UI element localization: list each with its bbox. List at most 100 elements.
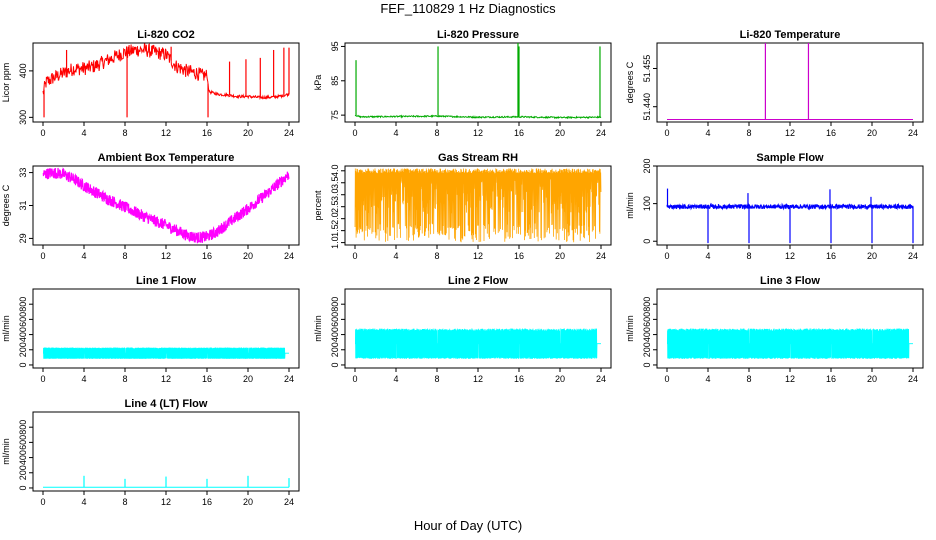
x-tick-label: 0: [40, 497, 45, 507]
x-tick-label: 0: [352, 251, 357, 261]
y-tick-label: 600: [18, 312, 28, 327]
y-tick-label: 300: [18, 110, 28, 125]
y-tick-label: 3.5: [330, 176, 340, 189]
x-tick-label: 16: [826, 128, 836, 138]
y-axis-label: ml/min: [1, 315, 11, 342]
x-tick-label: 12: [785, 374, 795, 384]
x-axis-title: Hour of Day (UTC): [413, 518, 523, 533]
x-tick-label: 8: [122, 251, 127, 261]
y-tick-label: 1.5: [330, 224, 340, 237]
y-tick-label: 0: [642, 362, 652, 367]
x-tick-label: 24: [596, 374, 606, 384]
y-tick-label: 0: [18, 362, 28, 367]
y-tick-label: 29: [18, 233, 28, 243]
panel-3: Li-820 Temperature degrees C 0 4 8 12 16 20 24 51…: [625, 29, 924, 138]
x-tick-label: 8: [122, 374, 127, 384]
data-series: [667, 43, 913, 120]
x-tick-label: 16: [202, 251, 212, 261]
x-tick-label: 16: [202, 128, 212, 138]
y-axis-label: ml/min: [625, 315, 635, 342]
y-tick-label: 100: [642, 196, 652, 211]
y-axis-label: ml/min: [625, 192, 635, 219]
x-tick-label: 20: [243, 497, 253, 507]
x-tick-label: 24: [908, 128, 918, 138]
x-tick-label: 4: [81, 497, 86, 507]
series-line: [43, 347, 289, 359]
x-tick-label: 24: [596, 251, 606, 261]
x-tick-label: 24: [596, 128, 606, 138]
y-tick-label: 200: [18, 342, 28, 357]
x-tick-label: 16: [202, 374, 212, 384]
y-tick-label: 75: [330, 110, 340, 120]
y-tick-label: 31: [18, 200, 28, 210]
panel-title: Li-820 Temperature: [740, 29, 841, 41]
y-tick-label: 0: [330, 362, 340, 367]
x-tick-label: 24: [284, 251, 294, 261]
data-series: [667, 328, 913, 359]
x-tick-label: 16: [826, 374, 836, 384]
data-series: [354, 168, 602, 243]
y-axis-label: kPa: [313, 75, 323, 91]
data-series: [354, 43, 602, 120]
y-tick-label: 3.0: [330, 188, 340, 201]
data-series: [42, 43, 290, 118]
x-tick-label: 4: [705, 128, 710, 138]
y-tick-label: 2.0: [330, 212, 340, 225]
x-tick-label: 12: [473, 374, 483, 384]
x-tick-label: 0: [352, 128, 357, 138]
x-tick-label: 12: [161, 128, 171, 138]
x-tick-label: 0: [40, 128, 45, 138]
data-series: [355, 328, 601, 359]
x-tick-label: 8: [434, 251, 439, 261]
x-tick-label: 20: [243, 374, 253, 384]
series-line: [354, 114, 602, 120]
y-tick-label: 200: [18, 465, 28, 480]
panel-title: Line 3 Flow: [760, 275, 820, 287]
panel-2: Li-820 Pressure kPa 0 4 8 12 16 20 24 75 85 95: [313, 29, 612, 138]
x-tick-label: 12: [473, 128, 483, 138]
x-tick-label: 20: [867, 374, 877, 384]
series-line: [354, 168, 602, 243]
y-tick-label: 800: [18, 420, 28, 435]
x-tick-label: 0: [40, 374, 45, 384]
x-tick-label: 24: [908, 251, 918, 261]
y-tick-label: 51.455: [642, 55, 652, 83]
y-tick-label: 800: [642, 297, 652, 312]
series-line: [355, 328, 601, 359]
y-axis-label: degrees C: [1, 184, 11, 226]
x-tick-label: 4: [81, 251, 86, 261]
panel-5: Gas Stream RH percent 0 4 8 12 16 20 24 1.01.52.0…: [313, 152, 612, 261]
panel-title: Ambient Box Temperature: [98, 152, 235, 164]
y-axis-label: Licor ppm: [1, 63, 11, 103]
figure-title: FEF_110829 1 Hz Diagnostics: [380, 1, 556, 16]
y-tick-label: 400: [642, 327, 652, 342]
x-tick-label: 8: [122, 128, 127, 138]
y-axis-label: ml/min: [1, 438, 11, 465]
panel-10: Line 4 (LT) Flow ml/min 0 4 8 12 16 20 24 0 200400…: [1, 398, 300, 507]
x-tick-label: 12: [161, 251, 171, 261]
y-tick-label: 600: [642, 312, 652, 327]
series-line: [42, 167, 290, 244]
x-tick-label: 16: [514, 374, 524, 384]
panel-title: Gas Stream RH: [438, 152, 518, 164]
x-tick-label: 8: [434, 374, 439, 384]
x-tick-label: 4: [705, 251, 710, 261]
y-axis-label: percent: [313, 190, 323, 221]
panel-title: Line 2 Flow: [448, 275, 508, 287]
x-tick-label: 4: [393, 128, 398, 138]
x-tick-label: 16: [826, 251, 836, 261]
y-tick-label: 33: [18, 168, 28, 178]
x-tick-label: 24: [284, 497, 294, 507]
panel-1: Li-820 CO2 Licor ppm 0 4 8 12 16 20 24 300 400: [1, 29, 300, 138]
data-series: [666, 188, 914, 244]
y-tick-label: 400: [18, 327, 28, 342]
x-tick-label: 20: [243, 251, 253, 261]
y-tick-label: 600: [330, 312, 340, 327]
x-tick-label: 8: [746, 374, 751, 384]
series-line: [42, 43, 290, 101]
y-tick-label: 600: [18, 435, 28, 450]
y-tick-label: 0: [18, 485, 28, 490]
panel-6: Sample Flow ml/min 0 4 8 12 16 20 24 0 100 200: [625, 152, 924, 261]
x-tick-label: 4: [81, 128, 86, 138]
